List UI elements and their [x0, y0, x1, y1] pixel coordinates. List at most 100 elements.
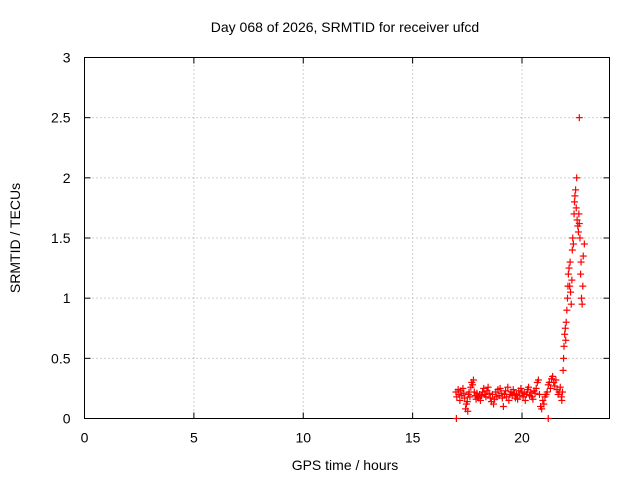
data-point	[516, 392, 524, 400]
data-point	[484, 383, 492, 391]
data-point	[496, 384, 504, 392]
data-point	[569, 240, 577, 248]
plot-frame	[84, 57, 610, 419]
data-point	[564, 294, 571, 302]
data-point	[482, 393, 490, 401]
data-point	[513, 390, 521, 398]
data-point	[578, 294, 585, 302]
y-tick-label: 0	[63, 411, 71, 427]
data-point	[558, 396, 566, 404]
y-tick-label: 1	[63, 290, 71, 306]
data-point	[571, 192, 579, 200]
x-tick-label: 0	[81, 430, 89, 446]
data-point	[517, 384, 525, 392]
data-point	[573, 216, 581, 224]
data-point	[549, 372, 557, 380]
y-tick-label: 2.5	[51, 110, 71, 126]
data-point	[566, 258, 574, 266]
data-point	[536, 390, 543, 398]
data-point	[560, 354, 568, 362]
data-point	[574, 228, 582, 236]
data-point	[568, 246, 576, 254]
data-point	[466, 393, 474, 401]
data-point	[543, 388, 551, 396]
data-point	[569, 234, 577, 242]
data-point	[572, 186, 580, 194]
data-point	[469, 376, 477, 384]
data-point	[463, 398, 471, 406]
data-point-outlier	[452, 415, 460, 422]
data-point	[546, 384, 554, 392]
data-point	[577, 270, 585, 278]
data-point	[575, 220, 583, 228]
data-point	[562, 336, 570, 344]
data-point	[486, 394, 494, 402]
ticks	[84, 57, 610, 419]
data-point	[529, 395, 537, 403]
data-point	[567, 300, 575, 308]
data-point	[461, 394, 469, 402]
data-point	[532, 384, 540, 392]
data-point	[560, 342, 568, 350]
data-point	[556, 383, 564, 391]
data-point	[558, 388, 566, 396]
data-point	[579, 252, 587, 260]
data-point	[531, 389, 539, 397]
x-axis-label: GPS time / hours	[292, 457, 399, 473]
data-point	[566, 282, 574, 290]
data-point	[577, 258, 585, 266]
y-tick-label: 3	[63, 50, 71, 66]
data-point	[460, 389, 468, 397]
data-point	[522, 390, 530, 398]
data-point	[571, 198, 578, 206]
data-point	[572, 204, 580, 212]
data-point	[478, 392, 486, 400]
x-tick-label: 10	[295, 430, 311, 446]
x-tick-label: 5	[190, 430, 198, 446]
x-tick-label: 15	[405, 430, 421, 446]
data-point	[540, 400, 548, 408]
data-point	[502, 387, 510, 395]
data-point	[562, 318, 570, 326]
data-point	[538, 405, 546, 413]
data-point	[534, 376, 542, 384]
data-point	[476, 396, 484, 404]
x-tick-labels: 0 5 10 15 20	[81, 430, 530, 446]
chart-title: Day 068 of 2026, SRMTID for receiver ufc…	[211, 19, 479, 35]
data-point	[563, 306, 571, 314]
y-tick-label: 1.5	[51, 230, 71, 246]
data-point	[514, 395, 522, 403]
data-point-outlier	[575, 114, 583, 122]
grid	[84, 57, 610, 419]
data-point	[580, 240, 588, 248]
data-point	[539, 396, 547, 404]
data-point-outlier	[544, 415, 552, 422]
y-tick-labels: 0 0.5 1 1.5 2 2.5 3	[51, 50, 71, 427]
x-tick-label: 20	[514, 430, 530, 446]
data-point	[561, 324, 569, 332]
data-point	[578, 300, 586, 308]
data-point	[568, 276, 576, 284]
data-point	[499, 402, 507, 410]
data-point	[564, 270, 572, 278]
data-point	[551, 382, 559, 390]
y-tick-label: 0.5	[51, 350, 71, 366]
data-point	[579, 282, 587, 290]
data-point	[505, 396, 513, 404]
data-point	[456, 396, 464, 404]
data-point	[573, 174, 581, 182]
data-point	[469, 381, 477, 389]
data-point	[504, 383, 512, 391]
data-point	[576, 234, 584, 242]
data-point	[459, 384, 467, 392]
data-point	[490, 400, 498, 408]
data-point	[559, 366, 567, 374]
data-points	[452, 114, 588, 422]
data-point	[561, 330, 569, 338]
data-point	[525, 383, 533, 391]
data-point	[567, 288, 575, 296]
data-point	[498, 394, 506, 402]
data-point	[552, 376, 560, 384]
data-point	[565, 264, 573, 272]
